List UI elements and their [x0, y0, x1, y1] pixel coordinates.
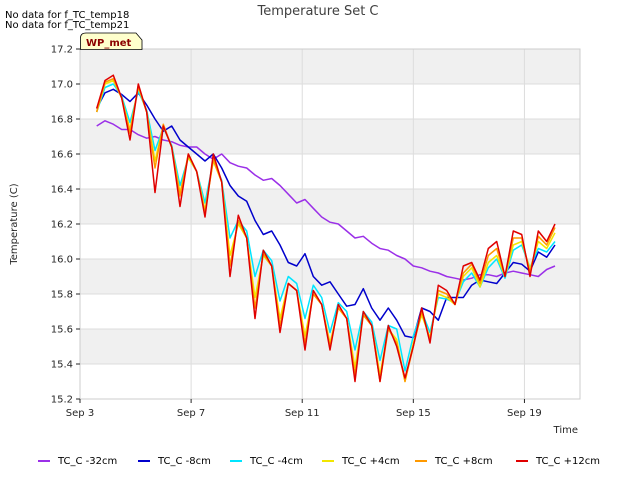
legend-label: TC_C -4cm	[249, 456, 303, 467]
x-tick-label: Sep 15	[396, 408, 431, 419]
x-tick-label: Sep 7	[177, 408, 205, 419]
x-tick-label: Sep 11	[285, 408, 320, 419]
y-tick-label: 15.8	[51, 290, 73, 301]
no-data-note-2: No data for f_TC_temp21	[5, 20, 129, 31]
legend-item: TC_C -8cm	[138, 456, 211, 467]
y-axis-ticks: 15.2 15.4 15.6 15.8 16.0 16.2 16.4 16.6 16.8 17.0…	[51, 45, 80, 406]
y-tick-label: 17.0	[51, 80, 73, 91]
band-light	[80, 84, 580, 119]
y-tick-label: 16.6	[51, 150, 73, 161]
y-tick-label: 15.6	[51, 325, 73, 336]
series-line-tc-c-12cm	[95, 74, 556, 383]
y-tick-label: 15.4	[51, 360, 73, 371]
band-light	[80, 154, 580, 189]
series-layer	[95, 74, 556, 383]
legend-item: TC_C -4cm	[230, 456, 303, 467]
legend-item: TC_C +4cm	[322, 456, 400, 467]
x-axis-ticks: Sep 3 Sep 7 Sep 11 Sep 15 Sep 19	[66, 399, 542, 419]
band-light	[80, 294, 580, 329]
y-tick-label: 17.2	[51, 45, 73, 56]
no-data-note-1: No data for f_TC_temp18	[5, 10, 129, 21]
band-light	[80, 224, 580, 259]
legend-item: TC_C +12cm	[516, 456, 600, 467]
x-axis-label: Time	[553, 425, 578, 436]
legend-label: TC_C -32cm	[57, 456, 117, 467]
y-tick-label: 16.8	[51, 115, 73, 126]
badge-shape	[80, 32, 143, 50]
band-light	[80, 364, 580, 399]
y-tick-label: 16.2	[51, 220, 73, 231]
chart-title: Temperature Set C	[256, 4, 378, 19]
y-tick-label: 15.2	[51, 395, 73, 406]
badge-label: WP_met	[86, 38, 132, 49]
x-tick-label: Sep 3	[66, 408, 94, 419]
y-tick-label: 16.4	[51, 185, 73, 196]
legend-label: TC_C +4cm	[341, 456, 400, 467]
legend-label: TC_C -8cm	[157, 456, 211, 467]
y-axis-label: Temperature (C)	[9, 183, 20, 265]
wp-met-badge: WP_met	[80, 32, 143, 50]
legend: TC_C -32cm TC_C -8cm TC_C -4cm TC_C +4cm TC_…	[38, 456, 600, 467]
x-tick-label: Sep 19	[507, 408, 542, 419]
legend-item: TC_C -32cm	[38, 456, 117, 467]
legend-label: TC_C +8cm	[434, 456, 493, 467]
y-tick-label: 16.0	[51, 255, 73, 266]
band-shaded	[80, 189, 580, 224]
series-line-tc-c-32cm	[96, 120, 556, 281]
legend-item: TC_C +8cm	[415, 456, 493, 467]
legend-label: TC_C +12cm	[535, 456, 600, 467]
band-shaded	[80, 49, 580, 84]
